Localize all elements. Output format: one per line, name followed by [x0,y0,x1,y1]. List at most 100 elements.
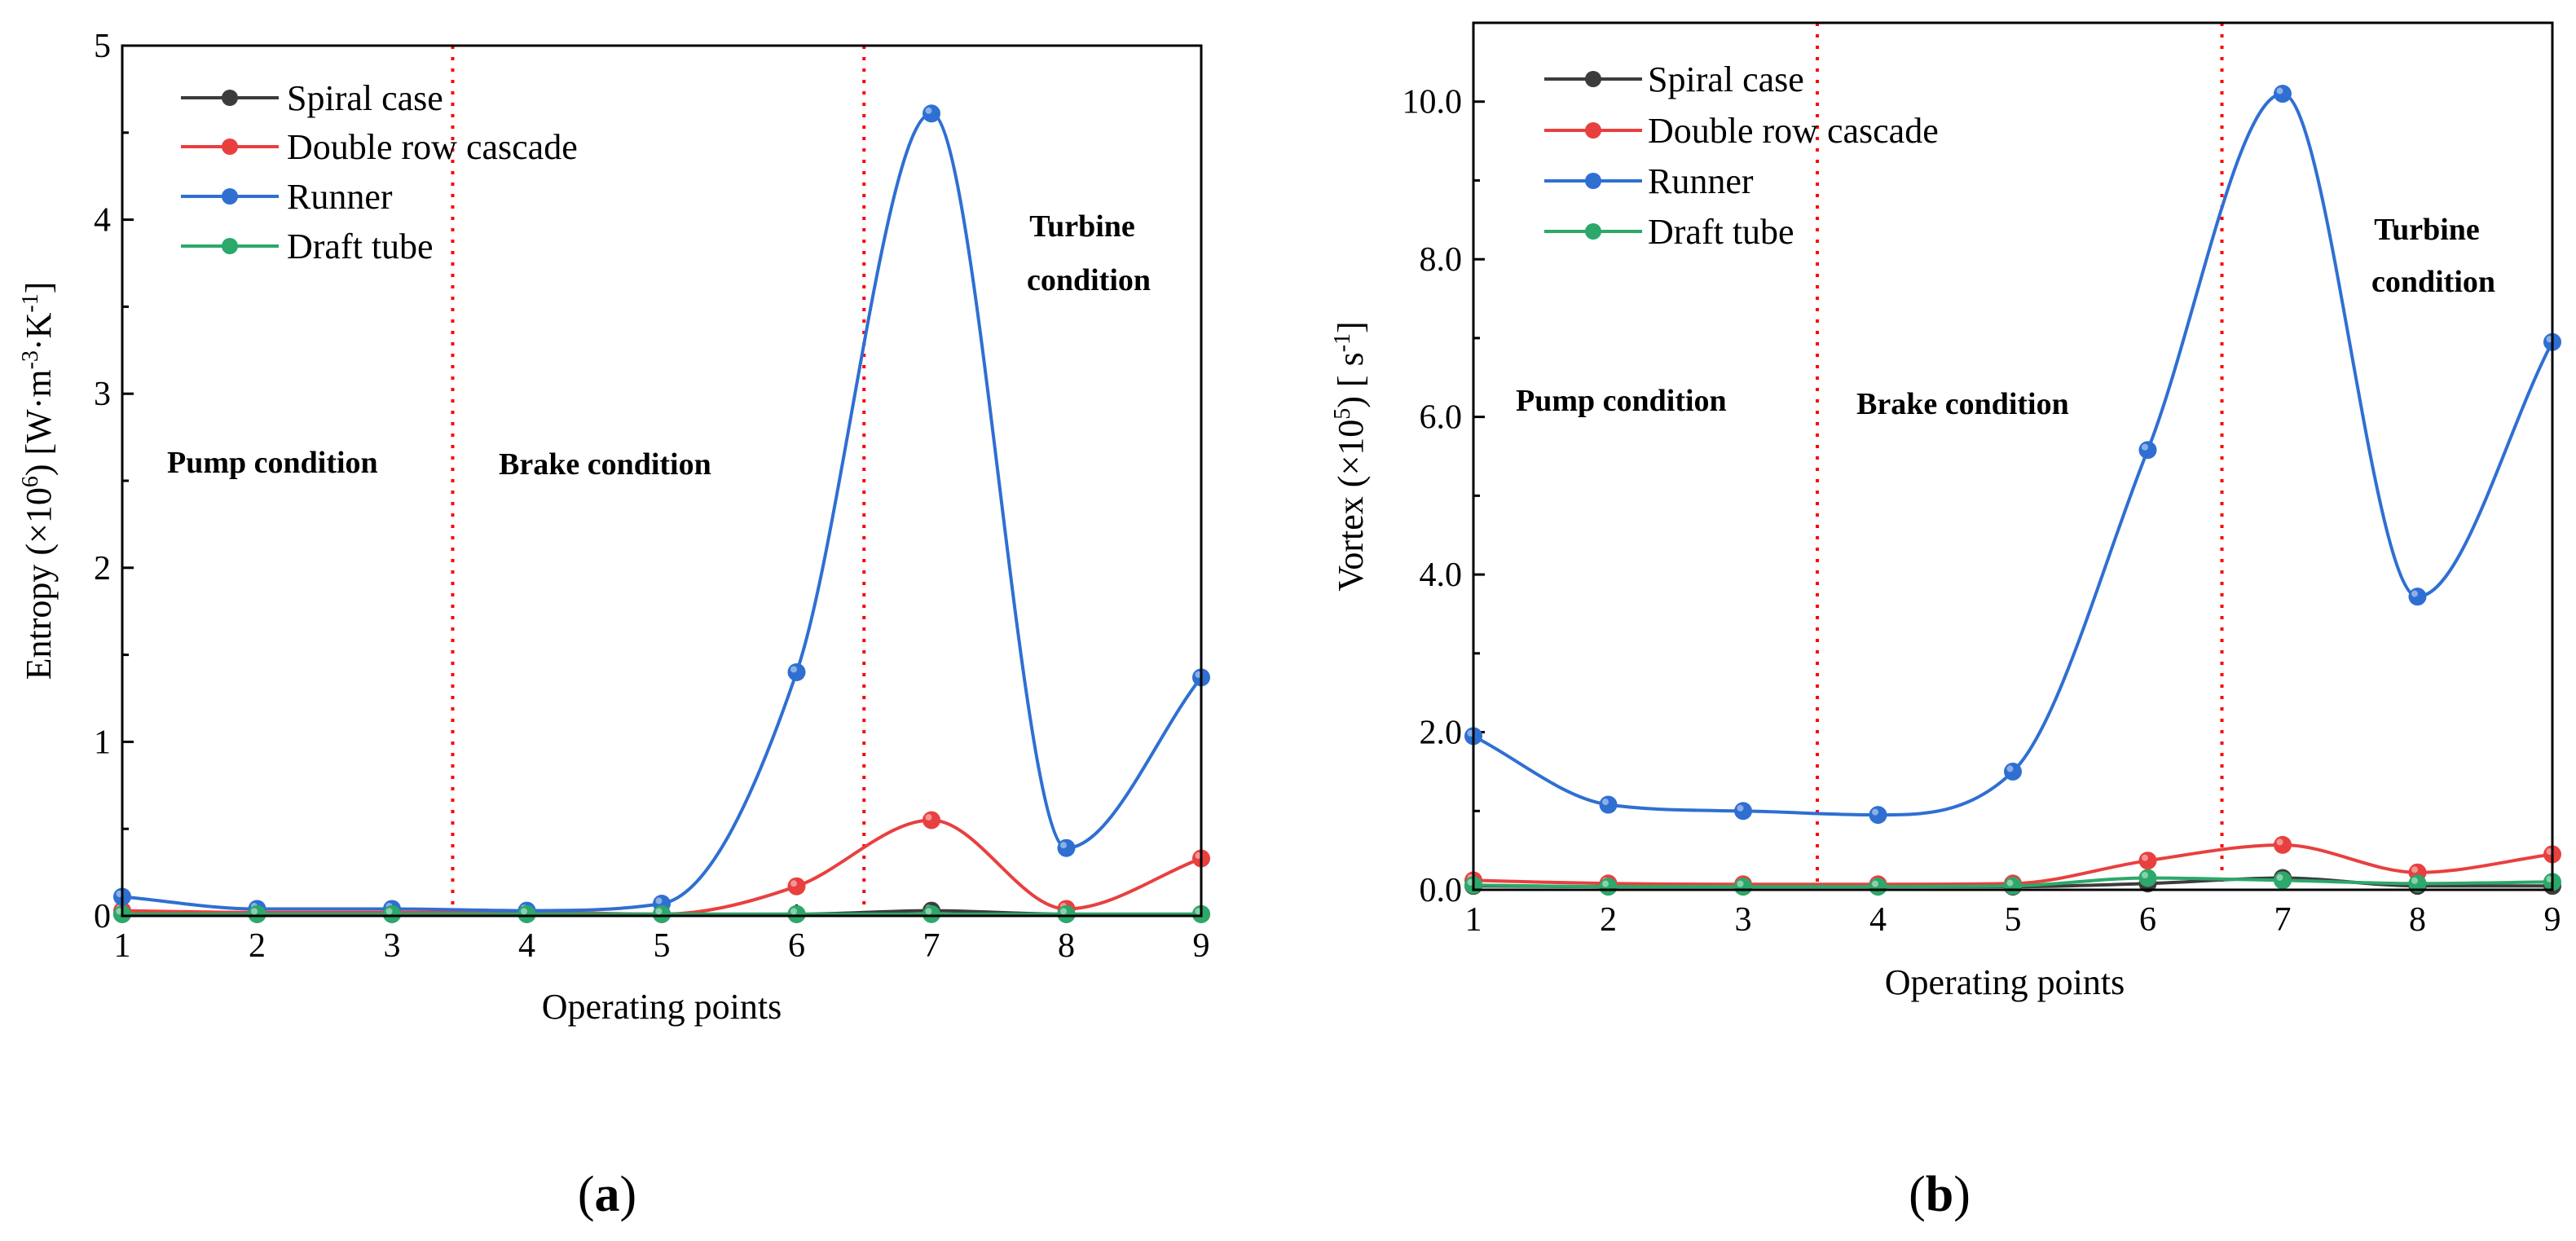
legend-label-double-row-cascade: Double row cascade [287,127,578,167]
data-point-draft-tube-8 [2408,874,2427,893]
x-tick-label: 6 [788,927,805,965]
data-point-double-row-cascade-6 [2138,852,2157,870]
data-point-highlight [2142,854,2148,861]
series-draft-tube [113,904,1210,923]
plot-frame [1472,21,2554,891]
y-tick-label: 10.0 [1402,84,1463,121]
data-point-runner-6 [787,662,806,681]
legend: Spiral case Double row cascade Runner Dr… [181,78,578,266]
legend-label-spiral-case: Spiral case [287,78,443,118]
x-tick-label: 8 [2409,901,2426,939]
legend-marker-draft-tube [1585,223,1601,240]
series-lines [1464,85,2561,896]
data-point-highlight [2411,877,2418,884]
legend-item-runner: Runner [181,177,393,217]
data-point-draft-tube-2 [1599,878,1618,896]
legend-item-double-row-cascade: Double row cascade [1544,111,1939,151]
data-point-draft-tube-3 [383,904,401,923]
region-label-turbine-line2: condition [1027,263,1151,297]
data-point-draft-tube-8 [1057,904,1076,923]
data-point-highlight [925,107,932,114]
panel-label-a: (a) [578,1167,636,1222]
legend-item-spiral-case: Spiral case [1544,59,1804,99]
data-point-highlight [521,908,527,915]
legend-label-runner: Runner [1648,161,1754,201]
data-point-highlight [2006,879,2014,887]
legend-label-double-row-cascade: Double row cascade [1648,111,1939,151]
series-draft-tube [1464,869,2561,896]
data-point-highlight [1602,799,1609,806]
legend-marker-spiral-case [1585,71,1601,87]
legend-item-draft-tube: Draft tube [1544,212,1794,252]
data-point-draft-tube-6 [787,904,806,923]
x-tick-label: 2 [1600,901,1617,939]
data-point-double-row-cascade-6 [787,877,806,896]
data-point-draft-tube-5 [2004,877,2022,896]
data-point-runner-5 [2004,762,2022,781]
plot-frame [121,44,1203,918]
region-label-turbine: Turbine [2374,213,2480,247]
data-point-highlight [2006,765,2014,772]
data-point-highlight [2142,443,2148,451]
data-point-double-row-cascade-7 [2274,835,2292,854]
x-tick-label: 4 [1869,901,1887,939]
data-point-highlight [655,897,663,904]
y-tick-label: 4 [94,202,111,240]
x-axis-title: Operating points [542,987,782,1027]
data-point-draft-tube-4 [517,904,536,923]
y-tick-label: 2 [94,550,111,587]
y-tick-label: 2.0 [1420,715,1463,752]
legend-item-spiral-case: Spiral case [181,78,443,118]
data-point-draft-tube-7 [923,904,940,923]
x-tick-label: 7 [2274,901,2292,939]
legend-marker-runner [1585,173,1601,189]
legend-marker-runner [222,188,238,205]
y-tick-label: 5 [94,28,111,65]
data-point-runner-8 [2408,587,2427,606]
y-axis-ticks: 0 1 2 3 4 5 [94,28,134,935]
data-point-highlight [1872,880,1878,887]
data-point-highlight [790,908,797,915]
region-label-brake: Brake condition [1856,387,2069,421]
legend-label-draft-tube: Draft tube [1648,212,1794,252]
y-axis-title: Entropy (×106) [W·m-3·K-1] [18,282,59,680]
series-lines [113,104,1210,923]
y-tick-label: 1 [94,724,111,761]
data-point-highlight [2276,87,2283,95]
legend-marker-draft-tube [222,238,238,254]
y-axis-title: Vortex (×105) [ s-1] [1330,321,1371,591]
x-tick-label: 7 [923,927,940,965]
region-label-pump: Pump condition [1516,384,1727,418]
data-point-runner-7 [2274,85,2292,103]
data-point-runner-6 [2138,441,2157,460]
data-point-draft-tube-6 [2138,869,2157,887]
x-tick-label: 5 [654,927,671,965]
legend-item-double-row-cascade: Double row cascade [181,127,578,167]
region-label-brake: Brake condition [499,447,711,482]
chart-panel-b: 0.0 2.0 4.0 6.0 8.0 10.0 1 2 3 4 5 6 7 8 9 Operating … [1330,21,2561,1222]
data-point-highlight [655,908,663,915]
legend-label-spiral-case: Spiral case [1648,59,1804,99]
legend-marker-spiral-case [222,90,238,106]
y-axis-ticks: 0.0 2.0 4.0 6.0 8.0 10.0 [1402,84,1485,909]
x-tick-label: 2 [249,927,266,965]
y-tick-label: 0.0 [1420,872,1463,909]
region-label-pump: Pump condition [167,446,378,480]
data-point-highlight [925,814,932,821]
x-tick-label: 1 [114,927,131,965]
data-point-runner-7 [923,104,940,123]
data-point-double-row-cascade-7 [923,811,940,830]
data-point-draft-tube-4 [1869,878,1887,896]
data-point-highlight [790,666,797,673]
x-tick-label: 9 [1193,927,1210,965]
legend-item-draft-tube: Draft tube [181,227,434,266]
data-point-runner-3 [1734,802,1752,821]
legend-label-runner: Runner [287,177,393,217]
data-point-highlight [1872,808,1878,816]
data-point-highlight [925,908,932,915]
data-point-highlight [2276,874,2283,881]
data-point-highlight [1060,842,1067,849]
data-point-highlight [1737,804,1744,812]
legend-label-draft-tube: Draft tube [287,227,434,266]
